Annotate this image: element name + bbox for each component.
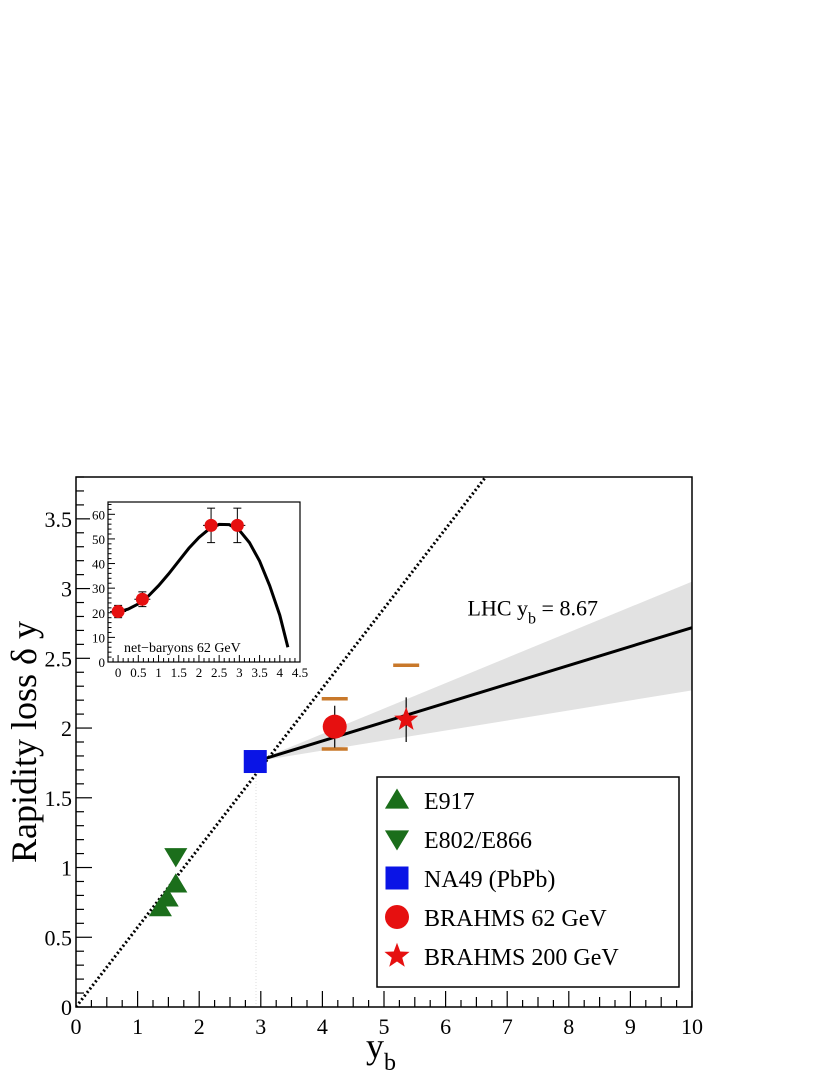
x-tick-label: 10 — [681, 1014, 703, 1039]
inset-x-tick-label: 0.5 — [130, 665, 146, 680]
legend: E917 E802/E866 NA49 (PbPb) BRAHMS 62 GeV BRA… — [376, 776, 680, 988]
inset-x-tick-label: 3.5 — [251, 665, 267, 680]
y-tick-label: 2.5 — [45, 646, 73, 671]
inset-data-points — [110, 507, 246, 619]
inset-axes: 0 0.5 1 1.5 2 2.5 3 3.5 4 4.5 0 10 20 30 40 50 60 — [92, 501, 308, 680]
inset-y-tick-label: 40 — [92, 557, 105, 572]
x-tick-label: 1 — [132, 1014, 143, 1039]
data-point — [148, 896, 172, 917]
inset-x-tick-label: 2.5 — [211, 665, 227, 680]
y-tick-label: 0.5 — [45, 925, 73, 950]
data-point — [243, 750, 267, 774]
data-point — [164, 873, 188, 893]
inset-y-tick-label: 30 — [92, 581, 105, 596]
legend-label: BRAHMS 62 GeV — [424, 906, 607, 932]
x-tick-label: 4 — [317, 1014, 328, 1039]
diagonal-reference-line — [76, 477, 487, 1007]
x-tick-label: 5 — [379, 1014, 390, 1039]
inset-data-point — [135, 592, 149, 606]
inset-x-tick-label: 4 — [277, 665, 284, 680]
x-tick-label: 2 — [194, 1014, 205, 1039]
x-tick-label: 7 — [502, 1014, 513, 1039]
legend-label: E802/E866 — [424, 828, 532, 854]
lhc-extrapolation-band — [255, 581, 692, 762]
legend-marker — [385, 866, 409, 890]
data-point — [322, 714, 347, 739]
y-tick-label: 3.5 — [45, 507, 73, 532]
legend-label: E917 — [424, 789, 475, 815]
legend-marker — [384, 942, 410, 967]
y-tick-label: 0 — [61, 995, 72, 1020]
inset-y-tick-label: 10 — [92, 630, 105, 645]
x-tick-label: 3 — [255, 1014, 266, 1039]
y-tick-label: 1.5 — [45, 786, 73, 811]
linear-extrapolation-line — [254, 626, 692, 763]
inset-chart: 0 0.5 1 1.5 2 2.5 3 3.5 4 4.5 0 10 20 30 40 50 60 net−ba… — [90, 500, 308, 703]
x-axis-title: yb — [366, 1026, 396, 1075]
inset-x-tick-label: 0 — [115, 665, 122, 680]
legend-label: BRAHMS 200 GeV — [424, 945, 619, 971]
y-tick-label: 3 — [61, 577, 72, 602]
x-tick-label: 6 — [440, 1014, 451, 1039]
inset-data-point — [230, 518, 244, 532]
inset-x-tick-label: 1 — [155, 665, 162, 680]
x-tick-label: 0 — [71, 1014, 82, 1039]
data-point — [155, 887, 179, 907]
y-tick-label: 1 — [61, 856, 72, 881]
main-data-points — [148, 663, 420, 917]
inset-data-point — [111, 605, 125, 619]
inset-y-tick-label: 60 — [92, 507, 105, 522]
inset-x-tick-label: 2 — [196, 665, 203, 680]
x-tick-label: 8 — [563, 1014, 574, 1039]
inset-x-tick-label: 4.5 — [292, 665, 308, 680]
inset-background — [90, 500, 300, 703]
data-point — [164, 848, 188, 868]
x-tick-label: 9 — [625, 1014, 636, 1039]
legend-box — [376, 776, 680, 988]
lhc-annotation: LHC yb = 8.67 — [468, 596, 598, 628]
data-point — [394, 707, 419, 730]
legend-label: NA49 (PbPb) — [424, 867, 555, 893]
inset-data-point — [204, 518, 218, 532]
inset-note: net−baryons 62 GeV — [124, 641, 241, 656]
y-axis-title: Rapidity loss δ y — [4, 621, 44, 863]
inset-x-tick-label: 3 — [236, 665, 243, 680]
legend-marker — [384, 788, 410, 809]
y-tick-label: 2 — [61, 716, 72, 741]
legend-marker — [384, 830, 410, 851]
legend-marker — [385, 905, 409, 929]
inset-y-tick-label: 50 — [92, 532, 105, 547]
inset-x-tick-label: 1.5 — [171, 665, 187, 680]
inset-y-tick-label: 20 — [92, 606, 105, 621]
inset-y-tick-label: 0 — [99, 655, 106, 670]
